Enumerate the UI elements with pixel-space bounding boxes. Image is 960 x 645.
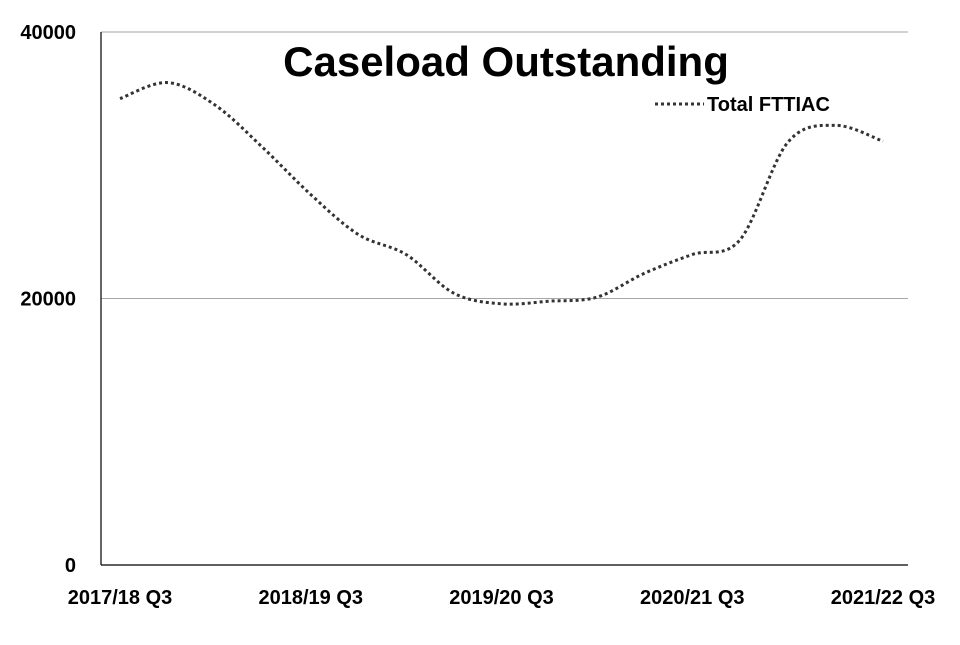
- y-tick-label: 40000: [20, 22, 76, 44]
- x-tick-labels: 2017/18 Q3 2018/19 Q3 2019/20 Q3 2020/21 Q3…: [68, 587, 936, 609]
- chart-title: Caseload Outstanding: [283, 38, 729, 85]
- y-tick-label: 20000: [20, 289, 76, 311]
- legend-label: Total FTTIAC: [707, 94, 830, 116]
- x-tick-label: 2020/21 Q3: [640, 587, 745, 609]
- x-tick-label: 2021/22 Q3: [831, 587, 936, 609]
- y-tick-label: 0: [65, 555, 76, 577]
- legend: Total FTTIAC: [655, 94, 830, 116]
- x-tick-label: 2019/20 Q3: [449, 587, 554, 609]
- y-tick-labels: 0 20000 40000: [20, 22, 76, 577]
- x-tick-label: 2017/18 Q3: [68, 587, 173, 609]
- x-tick-label: 2018/19 Q3: [258, 587, 363, 609]
